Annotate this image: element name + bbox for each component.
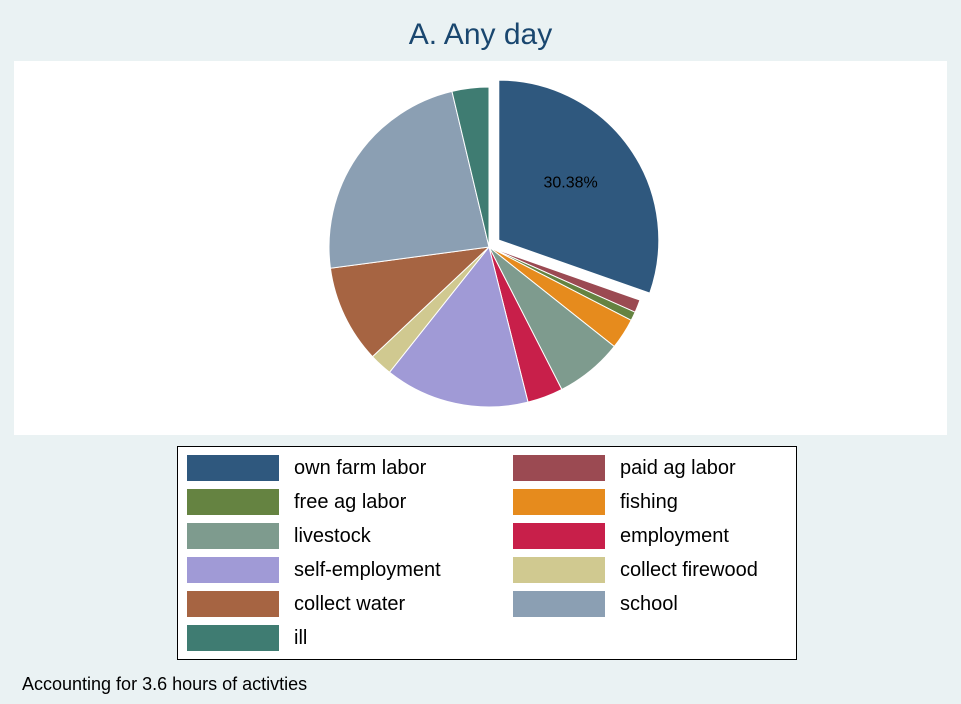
pie-slice-ill (451, 86, 490, 248)
pie-slice-self-employment (388, 245, 529, 408)
pie-slice-own-farm-labor (498, 79, 660, 294)
pie-chart: 30.38% (328, 79, 660, 408)
legend-swatch (187, 523, 279, 549)
legend-swatch (187, 455, 279, 481)
legend-swatch (513, 523, 605, 549)
legend-swatch (513, 557, 605, 583)
legend-label: livestock (294, 525, 371, 547)
pie-slice-school (328, 90, 490, 269)
chart-title: A. Any day (408, 18, 553, 51)
legend: own farm labor paid ag labor free ag labor… (177, 446, 797, 660)
legend-label: ill (294, 627, 308, 649)
legend-label: employment (620, 525, 729, 547)
legend-swatch (187, 489, 279, 515)
slice-value-label: 30.38% (543, 174, 597, 191)
chart-note: Accounting for 3.6 hours of activties (22, 674, 308, 694)
legend-swatch (187, 591, 279, 617)
legend-swatch (187, 557, 279, 583)
legend-label: collect water (294, 593, 406, 615)
legend-label: self-employment (294, 559, 441, 581)
legend-swatch (187, 625, 279, 651)
legend-swatch (513, 489, 605, 515)
pie-slice-collect-water (329, 246, 491, 358)
legend-label: school (620, 593, 678, 615)
legend-label: free ag labor (294, 491, 407, 513)
legend-label: fishing (620, 491, 678, 513)
plot-area: 30.38% (14, 61, 947, 435)
legend-label: collect firewood (620, 559, 758, 581)
legend-label: paid ag labor (620, 457, 736, 479)
legend-swatch (513, 455, 605, 481)
legend-label: own farm labor (294, 457, 427, 479)
legend-swatch (513, 591, 605, 617)
